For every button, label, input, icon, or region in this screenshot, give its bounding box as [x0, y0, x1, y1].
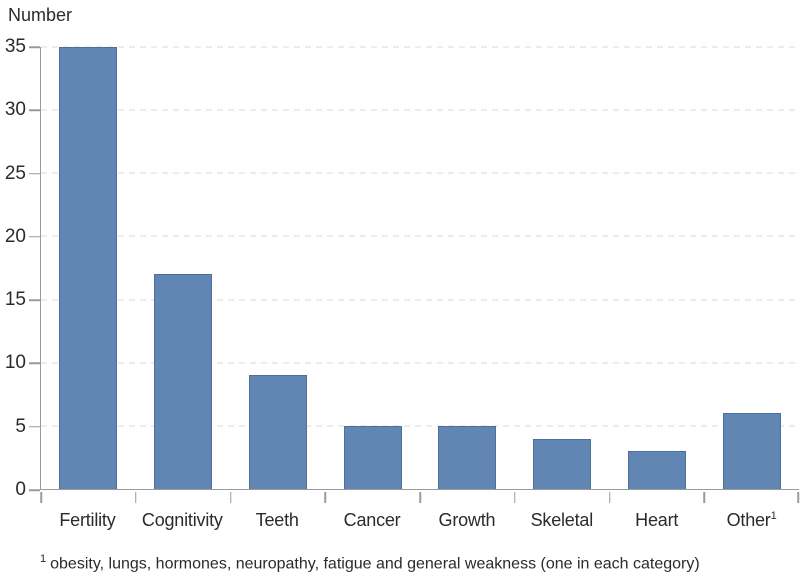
gridline-5 — [41, 425, 799, 427]
footnote-text: obesity, lungs, hormones, neuropathy, fa… — [50, 555, 700, 573]
x-tick-mark-4 — [419, 492, 421, 503]
gridline-30 — [41, 109, 799, 111]
y-tick-label-25: 25 — [4, 162, 26, 184]
y-tick-label-35: 35 — [4, 36, 26, 57]
x-tick-mark-2 — [229, 492, 232, 503]
x-label-other: Other1 — [726, 510, 777, 530]
bar-teeth — [248, 375, 307, 489]
x-tick-mark-1 — [135, 492, 137, 503]
y-tick-mark-20 — [29, 236, 40, 238]
x-tick-mark-6 — [608, 492, 611, 503]
x-label-superscript: 1 — [770, 510, 777, 522]
y-tick-mark-25 — [29, 172, 40, 175]
x-tick-mark-5 — [514, 492, 516, 503]
gridline-15 — [41, 299, 799, 301]
x-label-teeth: Teeth — [255, 510, 299, 530]
x-label-growth: Growth — [438, 510, 496, 530]
y-tick-label-20: 20 — [4, 225, 26, 247]
y-tick-mark-35 — [29, 46, 40, 48]
x-tick-mark-7 — [703, 492, 705, 503]
y-tick-mark-5 — [29, 425, 40, 428]
gridline-35 — [41, 46, 799, 48]
y-axis-title: Number — [8, 5, 73, 25]
bar-cancer — [343, 425, 402, 489]
y-tick-label-10: 10 — [4, 352, 26, 374]
y-tick-label-0: 0 — [15, 479, 26, 500]
x-label-cognitivity: Cognitivity — [141, 510, 223, 530]
gridline-20 — [41, 235, 799, 237]
x-label-heart: Heart — [635, 510, 679, 530]
bar-fertility — [59, 47, 118, 489]
bar-heart — [627, 451, 686, 489]
bar-growth — [438, 425, 497, 489]
y-tick-mark-15 — [29, 299, 40, 301]
x-tick-mark-3 — [324, 492, 326, 503]
y-tick-mark-0 — [29, 489, 40, 491]
footnote-marker: 1 — [40, 553, 47, 565]
y-tick-mark-10 — [29, 362, 40, 365]
bar-skeletal — [533, 438, 592, 489]
x-tick-mark-0 — [40, 492, 42, 503]
bar-cognitivity — [154, 274, 213, 489]
gridline-25 — [41, 172, 799, 174]
y-tick-mark-30 — [29, 109, 40, 112]
y-tick-label-5: 5 — [15, 415, 26, 437]
y-tick-label-15: 15 — [4, 289, 26, 311]
y-tick-label-30: 30 — [4, 99, 26, 121]
x-label-fertility: Fertility — [59, 510, 116, 530]
y-axis: 0 5 10 15 20 25 30 35 — [0, 36, 40, 500]
plot-area — [40, 46, 799, 503]
x-axis: Fertility Cognitivity Teeth Cancer Growth Ske… — [40, 497, 799, 531]
x-label-skeletal: Skeletal — [530, 510, 594, 530]
footnote: 1 obesity, lungs, hormones, neuropathy, f… — [40, 553, 700, 573]
x-tick-mark-8 — [797, 492, 799, 503]
gridline-10 — [41, 362, 799, 364]
bar-other — [722, 413, 781, 489]
x-label-cancer: Cancer — [343, 510, 401, 530]
